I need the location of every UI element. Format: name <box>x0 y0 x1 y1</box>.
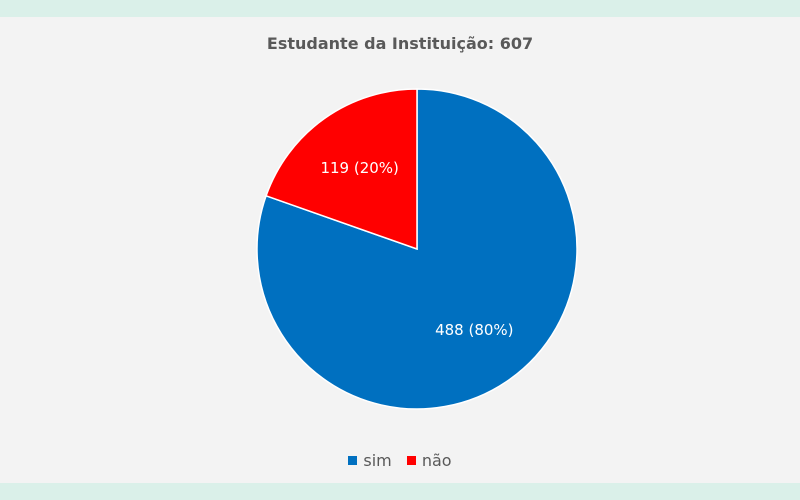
legend-swatch-nao <box>406 456 416 465</box>
legend-label-sim: sim <box>363 451 392 470</box>
pie-slice-nao <box>265 88 418 251</box>
legend-label-nao: não <box>421 451 452 470</box>
legend-swatch-sim <box>348 456 358 465</box>
legend: sim não <box>0 450 800 470</box>
legend-item-sim: sim <box>348 451 392 470</box>
data-label-nao: 119 (20%) <box>320 159 398 177</box>
legend-item-nao: não <box>406 451 452 470</box>
chart-title: Estudante da Instituição: 607 <box>266 34 534 53</box>
data-label-sim: 488 (80%) <box>435 321 513 339</box>
